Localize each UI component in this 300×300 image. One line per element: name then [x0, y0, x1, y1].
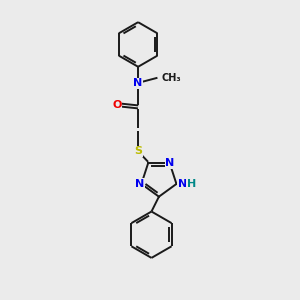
- Text: H: H: [187, 179, 196, 189]
- Text: N: N: [134, 78, 143, 88]
- Text: N: N: [165, 158, 174, 168]
- Text: N: N: [135, 179, 145, 189]
- Text: N: N: [178, 179, 187, 189]
- Text: O: O: [112, 100, 122, 110]
- Text: S: S: [134, 146, 142, 157]
- Text: CH₃: CH₃: [161, 73, 181, 83]
